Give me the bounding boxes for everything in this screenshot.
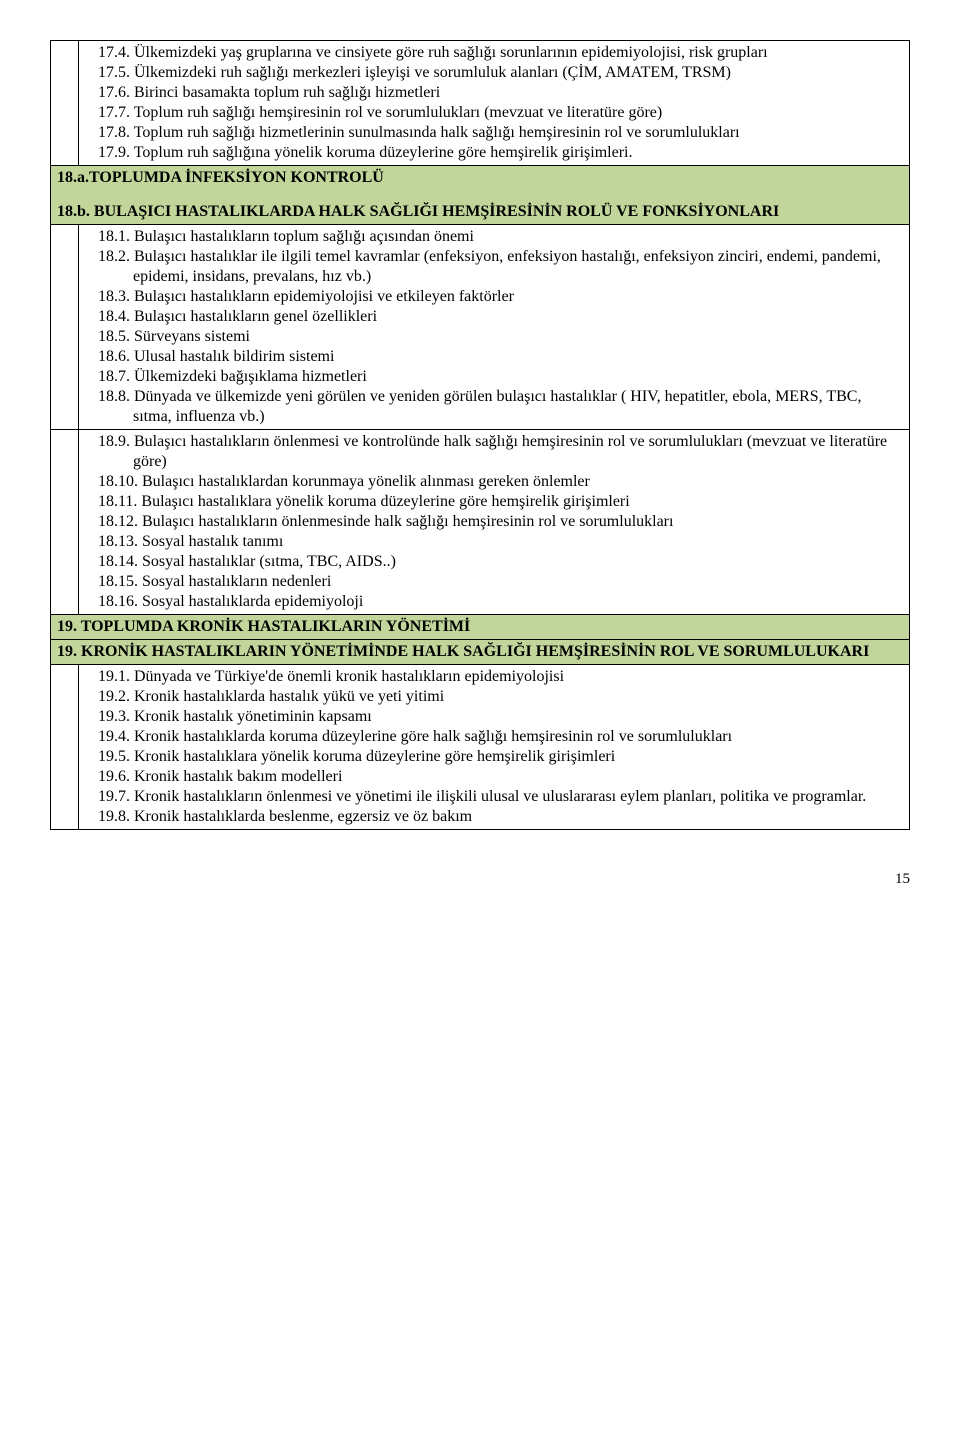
section-heading-18b: 18.b. BULAŞICI HASTALIKLARDA HALK SAĞLIĞ… bbox=[57, 203, 779, 220]
list-item: 18.1. Bulaşıcı hastalıkların toplum sağl… bbox=[85, 227, 903, 247]
list-item: 19.5. Kronik hastalıklara yönelik koruma… bbox=[85, 747, 903, 767]
row-content: 18.1. Bulaşıcı hastalıkların toplum sağl… bbox=[79, 225, 910, 430]
section-heading-row: 19. TOPLUMDA KRONİK HASTALIKLARIN YÖNETİ… bbox=[51, 615, 910, 640]
list-item: 17.5. Ülkemizdeki ruh sağlığı merkezleri… bbox=[85, 63, 903, 83]
list-item: 18.2. Bulaşıcı hastalıklar ile ilgili te… bbox=[85, 247, 903, 287]
section-heading-19b: 19. KRONİK HASTALIKLARIN YÖNETİMİNDE HAL… bbox=[57, 643, 869, 660]
list-item: 19.3. Kronik hastalık yönetiminin kapsam… bbox=[85, 707, 903, 727]
section-heading-row: 19. KRONİK HASTALIKLARIN YÖNETİMİNDE HAL… bbox=[51, 640, 910, 665]
row-marker bbox=[51, 225, 79, 430]
list-item: 18.4. Bulaşıcı hastalıkların genel özell… bbox=[85, 307, 903, 327]
list-item: 18.10. Bulaşıcı hastalıklardan korunmaya… bbox=[85, 472, 903, 492]
row-marker bbox=[51, 430, 79, 615]
table-row: 19.1. Dünyada ve Türkiye'de önemli kroni… bbox=[51, 665, 910, 830]
list-item: 18.12. Bulaşıcı hastalıkların önlenmesin… bbox=[85, 512, 903, 532]
section-heading-18a: 18.a.TOPLUMDA İNFEKSİYON KONTROLÜ bbox=[57, 169, 384, 186]
row-marker bbox=[51, 665, 79, 830]
section-heading-cell: 19. KRONİK HASTALIKLARIN YÖNETİMİNDE HAL… bbox=[51, 640, 910, 665]
list-item: 17.6. Birinci basamakta toplum ruh sağlı… bbox=[85, 83, 903, 103]
row-content: 19.1. Dünyada ve Türkiye'de önemli kroni… bbox=[79, 665, 910, 830]
list-item: 17.4. Ülkemizdeki yaş gruplarına ve cins… bbox=[85, 43, 903, 63]
list-item: 18.16. Sosyal hastalıklarda epidemiyoloj… bbox=[85, 592, 903, 612]
list-item: 18.8. Dünyada ve ülkemizde yeni görülen … bbox=[85, 387, 903, 427]
list-item: 17.8. Toplum ruh sağlığı hizmetlerinin s… bbox=[85, 123, 903, 143]
curriculum-table: 17.4. Ülkemizdeki yaş gruplarına ve cins… bbox=[50, 40, 910, 830]
list-item: 19.1. Dünyada ve Türkiye'de önemli kroni… bbox=[85, 667, 903, 687]
list-item: 18.3. Bulaşıcı hastalıkların epidemiyolo… bbox=[85, 287, 903, 307]
list-item: 19.6. Kronik hastalık bakım modelleri bbox=[85, 767, 903, 787]
section-heading-19a: 19. TOPLUMDA KRONİK HASTALIKLARIN YÖNETİ… bbox=[57, 618, 470, 635]
list-item: 18.11. Bulaşıcı hastalıklara yönelik kor… bbox=[85, 492, 903, 512]
list-item: 18.6. Ulusal hastalık bildirim sistemi bbox=[85, 347, 903, 367]
list-item: 19.8. Kronik hastalıklarda beslenme, egz… bbox=[85, 807, 903, 827]
list-item: 18.5. Sürveyans sistemi bbox=[85, 327, 903, 347]
list-item: 18.7. Ülkemizdeki bağışıklama hizmetleri bbox=[85, 367, 903, 387]
row-marker bbox=[51, 41, 79, 166]
list-item: 19.4. Kronik hastalıklarda koruma düzeyl… bbox=[85, 727, 903, 747]
row-content: 18.9. Bulaşıcı hastalıkların önlenmesi v… bbox=[79, 430, 910, 615]
list-item: 17.7. Toplum ruh sağlığı hemşiresinin ro… bbox=[85, 103, 903, 123]
list-item: 19.2. Kronik hastalıklarda hastalık yükü… bbox=[85, 687, 903, 707]
list-item: 18.13. Sosyal hastalık tanımı bbox=[85, 532, 903, 552]
table-row: 18.1. Bulaşıcı hastalıkların toplum sağl… bbox=[51, 225, 910, 430]
page-number: 15 bbox=[50, 870, 910, 889]
table-row: 18.9. Bulaşıcı hastalıkların önlenmesi v… bbox=[51, 430, 910, 615]
list-item: 18.15. Sosyal hastalıkların nedenleri bbox=[85, 572, 903, 592]
section-heading-cell: 18.a.TOPLUMDA İNFEKSİYON KONTROLÜ 18.b. … bbox=[51, 166, 910, 225]
list-item: 18.14. Sosyal hastalıklar (sıtma, TBC, A… bbox=[85, 552, 903, 572]
table-row: 17.4. Ülkemizdeki yaş gruplarına ve cins… bbox=[51, 41, 910, 166]
list-item: 17.9. Toplum ruh sağlığına yönelik korum… bbox=[85, 143, 903, 163]
list-item: 18.9. Bulaşıcı hastalıkların önlenmesi v… bbox=[85, 432, 903, 472]
section-heading-cell: 19. TOPLUMDA KRONİK HASTALIKLARIN YÖNETİ… bbox=[51, 615, 910, 640]
section-heading-row: 18.a.TOPLUMDA İNFEKSİYON KONTROLÜ 18.b. … bbox=[51, 166, 910, 225]
row-content: 17.4. Ülkemizdeki yaş gruplarına ve cins… bbox=[79, 41, 910, 166]
list-item: 19.7. Kronik hastalıkların önlenmesi ve … bbox=[85, 787, 903, 807]
